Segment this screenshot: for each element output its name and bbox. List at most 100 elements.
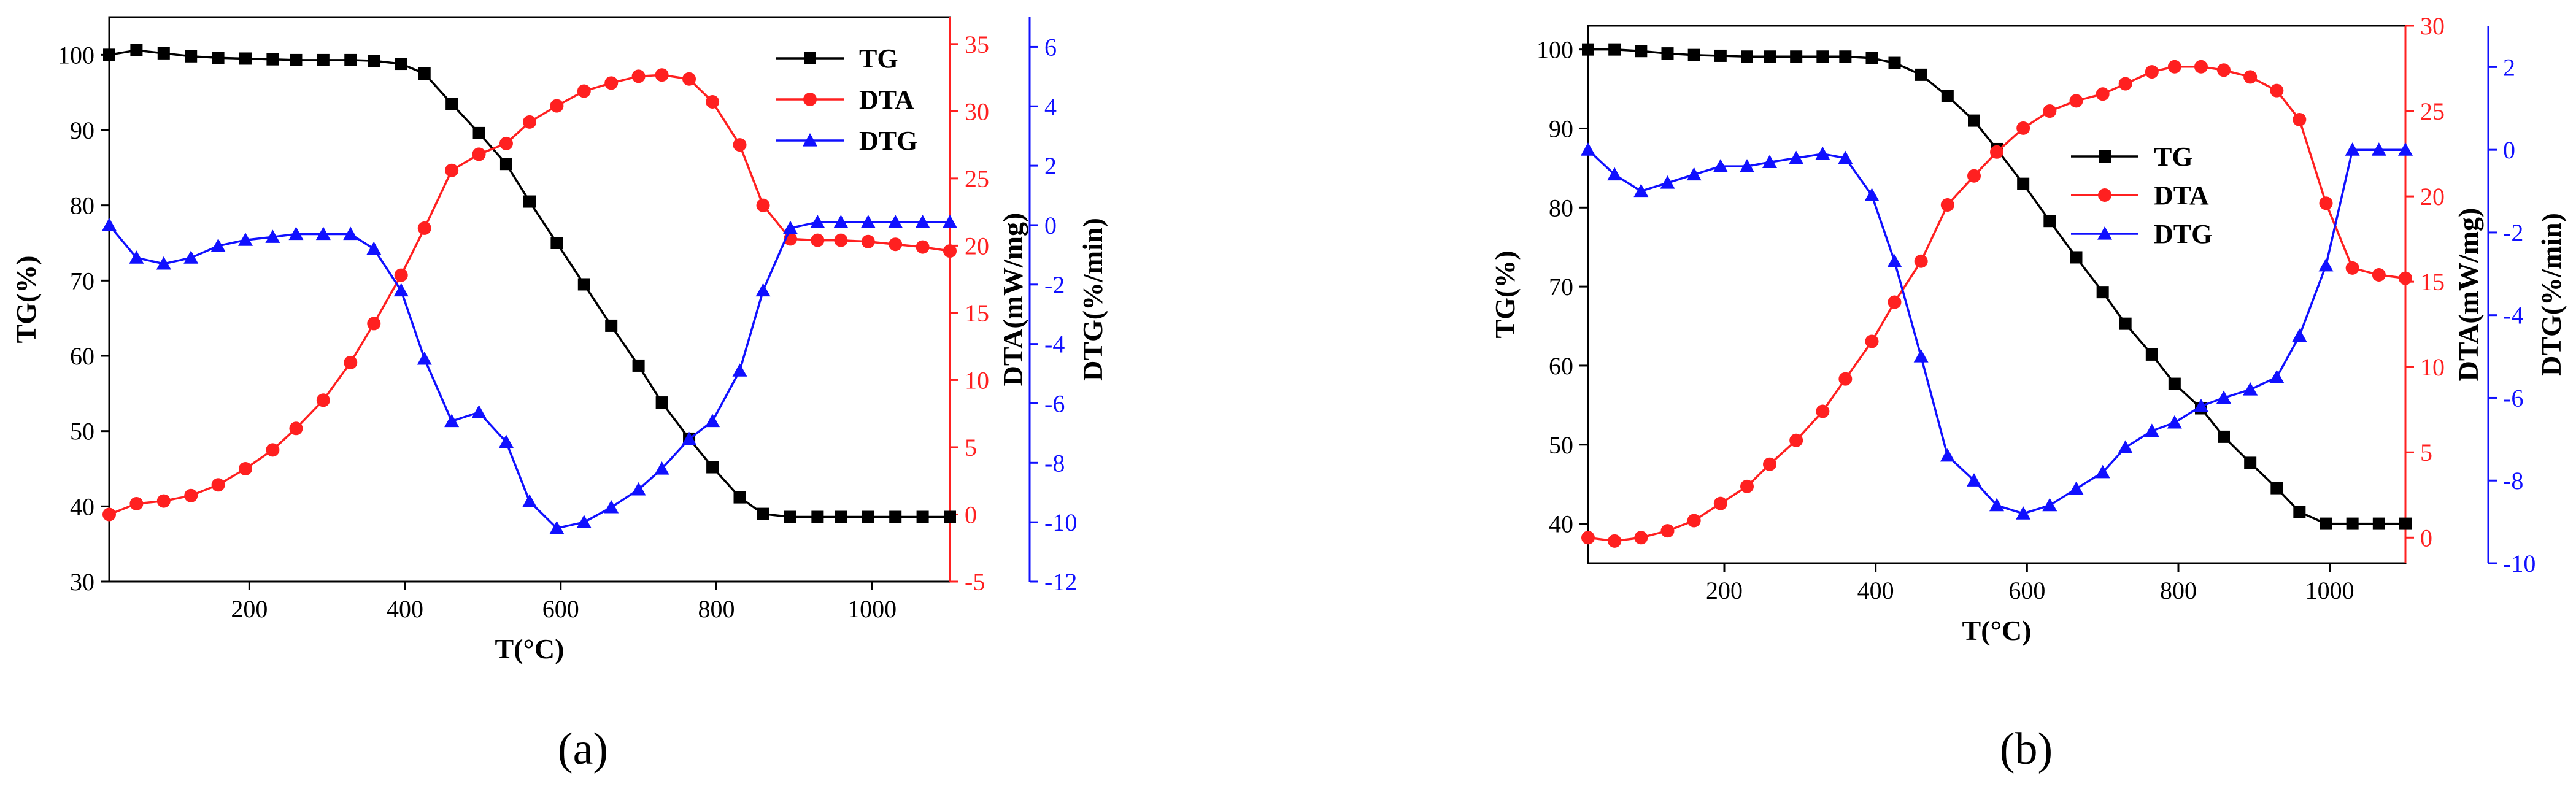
dtg-point	[682, 431, 697, 445]
left-y-tick-label: 50	[1549, 431, 1573, 459]
dtg-point	[604, 499, 619, 514]
legend-label-dta: DTA	[859, 85, 914, 115]
right1-axis-label: DTA(mW/mg)	[997, 213, 1028, 387]
dta-point	[2069, 94, 2083, 108]
tg-point	[2168, 377, 2181, 390]
right2-y-tick-label: -10	[1044, 509, 1077, 536]
dtg-point	[343, 226, 358, 241]
right1-y-tick-label: 0	[965, 501, 977, 528]
dtg-point	[1740, 159, 1754, 172]
dta-point	[1838, 372, 1853, 386]
tg-point	[1608, 43, 1621, 56]
dta-point	[1940, 198, 1954, 212]
dtg-point	[1633, 183, 1649, 198]
dtg-point	[1686, 167, 1702, 181]
dta-point	[1687, 514, 1701, 528]
legend-label-dtg: DTG	[2154, 219, 2212, 249]
legend-label-dtg: DTG	[859, 126, 917, 156]
dta-point	[1634, 531, 1648, 545]
dta-point	[756, 198, 770, 212]
dta-point	[2145, 65, 2159, 79]
right1-y-tick-label: 30	[2420, 12, 2445, 40]
tg-point	[655, 396, 668, 409]
dta-point	[445, 163, 459, 177]
dtg-point	[2269, 369, 2285, 383]
tg-point	[290, 53, 303, 66]
left-y-tick-label: 100	[1537, 36, 1573, 64]
chart-panel-b: 200 400 600 800 1000T(°C)405060708090100TG(%…	[1489, 12, 2567, 646]
x-axis-label: T(°C)	[1962, 615, 2032, 646]
dtg-point	[2167, 415, 2182, 429]
tg-point	[472, 126, 485, 139]
dta-point	[2372, 268, 2386, 282]
dtg-point	[237, 233, 253, 246]
dta-point	[733, 138, 747, 152]
tg-point	[523, 195, 536, 208]
right1-y-tick-label: 30	[965, 98, 989, 125]
dtg-point	[522, 494, 537, 507]
dtg-point	[2292, 328, 2307, 342]
right2-y-tick-label: -8	[1044, 449, 1065, 477]
tg-point	[1941, 90, 1954, 102]
left-y-tick-label: 100	[58, 41, 94, 69]
dta-point	[1888, 295, 1902, 309]
panel-label-b: (b)	[2000, 724, 2053, 774]
tg-point	[1661, 47, 1674, 60]
tg-point	[2320, 517, 2332, 530]
dtg-point	[2398, 142, 2413, 156]
dtg-point	[471, 405, 487, 418]
tg-point	[1888, 56, 1901, 69]
dtg-point	[1887, 254, 1902, 267]
legend-marker-dta	[2098, 188, 2111, 202]
dtg-point	[2345, 142, 2360, 156]
dtg-point	[1864, 188, 1880, 201]
tg-point	[445, 98, 458, 110]
dtg-point	[2216, 390, 2231, 404]
dta-point	[1608, 534, 1622, 548]
dta-point	[682, 72, 696, 86]
tg-point	[499, 158, 512, 171]
right2-y-tick-label: 0	[1044, 212, 1057, 239]
left-y-tick-label: 60	[70, 342, 94, 370]
dta-point	[2319, 196, 2333, 210]
dta-point	[266, 443, 280, 457]
tg-point	[2270, 482, 2283, 495]
dtg-point	[2243, 382, 2258, 396]
x-tick-label: 600	[542, 595, 579, 623]
tg-point	[368, 55, 380, 67]
dta-point	[156, 494, 171, 508]
x-tick-label: 400	[1857, 577, 1894, 604]
dtg-point	[2118, 440, 2133, 453]
tg-point	[757, 507, 769, 520]
dta-point	[889, 237, 903, 252]
dtg-series-line	[1587, 148, 2405, 515]
dtg-point	[1713, 159, 1728, 172]
tg-point	[1582, 43, 1594, 56]
tg-point	[784, 510, 796, 523]
right2-y-tick-label: -2	[2503, 219, 2523, 247]
dtg-point	[2318, 258, 2334, 272]
dtg-point	[705, 414, 720, 428]
dtg-point	[129, 250, 144, 264]
dta-point	[2293, 112, 2307, 126]
dtg-point	[2194, 398, 2208, 412]
tg-point	[157, 47, 170, 60]
dtg-point	[888, 215, 903, 228]
x-tick-label: 200	[231, 595, 268, 623]
dta-point	[238, 462, 252, 475]
dtg-point	[1940, 448, 1955, 462]
tg-point	[944, 510, 956, 523]
dtg-point	[444, 414, 460, 428]
dtg-point	[288, 226, 304, 241]
tg-point	[317, 53, 330, 66]
dtg-point	[102, 217, 117, 231]
left-y-tick-label: 40	[70, 493, 94, 520]
tg-point	[889, 510, 902, 523]
chart-panel-a: 200 400 600 800 1000T(°C)30405060708090100TG…	[10, 16, 1108, 664]
tg-series-line	[1588, 48, 2405, 525]
dtg-point	[1838, 150, 1853, 164]
tg-point	[605, 319, 618, 332]
right2-y-tick-label: -10	[2503, 550, 2536, 577]
tg-point	[1635, 45, 1648, 58]
legend-marker-dtg	[2097, 226, 2112, 240]
